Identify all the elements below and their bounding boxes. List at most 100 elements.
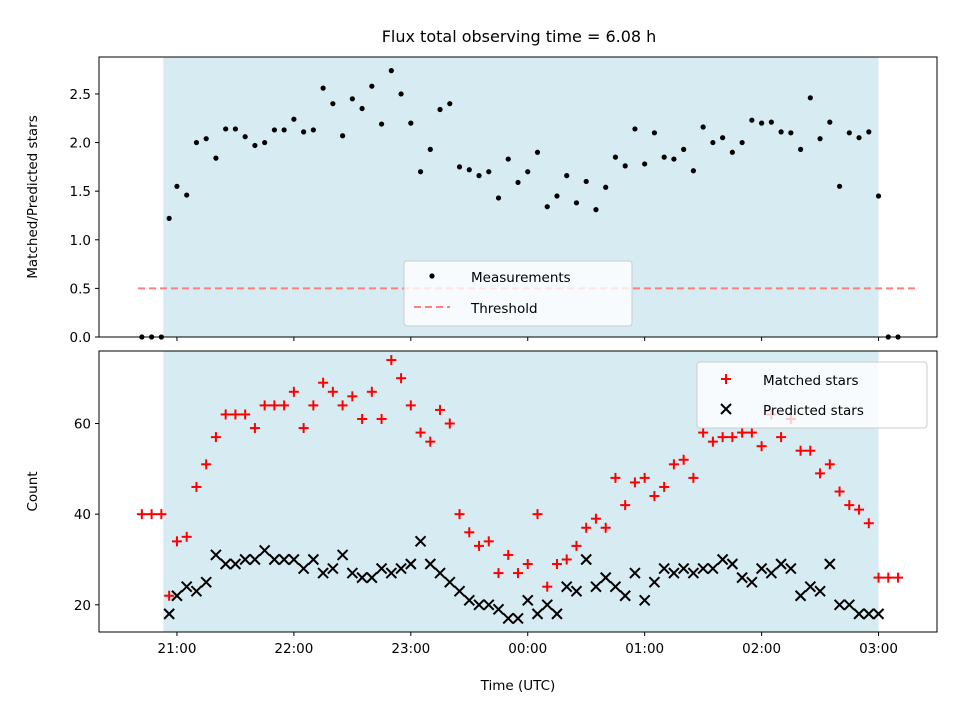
predicted-point xyxy=(453,585,466,597)
y-tick-label: 40 xyxy=(74,507,91,523)
predicted-point-b xyxy=(171,590,183,602)
predicted-point-b xyxy=(609,580,622,593)
predicted-point-b xyxy=(736,571,748,584)
predicted-point-b xyxy=(843,599,856,611)
measurement-point xyxy=(271,127,277,133)
predicted-point xyxy=(163,608,175,620)
y-tick-label: 2.5 xyxy=(70,87,91,103)
matched-point xyxy=(474,540,485,551)
predicted-point xyxy=(619,590,631,602)
predicted-point-b xyxy=(444,576,456,588)
predicted-point xyxy=(336,549,349,561)
matched-point xyxy=(659,481,670,492)
x-tick-label: 00:00 xyxy=(508,641,547,657)
matched-point xyxy=(191,481,202,492)
legend-matched-marker xyxy=(721,374,731,384)
matched-point xyxy=(629,477,640,488)
matched-point xyxy=(815,468,826,479)
predicted-point xyxy=(677,562,690,575)
predicted-point xyxy=(785,562,797,575)
predicted-point-b xyxy=(375,562,388,575)
predicted-point xyxy=(736,571,748,584)
predicted-point-b xyxy=(307,553,320,566)
measurement-point xyxy=(398,91,404,97)
matched-point xyxy=(707,436,718,447)
predicted-point-b xyxy=(785,562,797,575)
matched-point xyxy=(571,540,582,551)
predicted-point xyxy=(668,567,680,579)
predicted-point xyxy=(522,594,534,606)
predicted-point-b xyxy=(163,608,175,620)
matched-point xyxy=(698,427,709,438)
predicted-point-b xyxy=(512,612,524,625)
matched-point xyxy=(201,459,212,470)
measurement-point xyxy=(505,156,511,162)
matched-point xyxy=(318,377,329,388)
matched-point xyxy=(737,427,748,438)
predicted-point-b xyxy=(483,599,495,611)
measurement-point xyxy=(622,163,628,169)
predicted-point-b xyxy=(853,608,865,620)
predicted-point-b xyxy=(824,558,836,570)
predicted-point-b xyxy=(239,553,251,566)
matched-point xyxy=(649,491,660,502)
x-tick-label: 03:00 xyxy=(859,641,898,657)
measurement-point xyxy=(593,207,599,213)
measurement-point xyxy=(310,127,316,133)
predicted-point xyxy=(863,608,875,620)
count-legend-box xyxy=(696,361,928,429)
predicted-point-b xyxy=(336,549,349,561)
predicted-point xyxy=(590,580,602,593)
measurement-point xyxy=(690,168,696,174)
predicted-point-b xyxy=(414,535,427,548)
predicted-point-b xyxy=(668,567,680,579)
matched-point xyxy=(435,404,446,415)
predicted-point-b xyxy=(463,594,475,606)
predicted-point xyxy=(541,599,553,611)
legend-measurements-marker xyxy=(429,273,435,279)
matched-point xyxy=(164,590,175,601)
matched-point xyxy=(746,427,757,438)
predicted-point-b xyxy=(366,571,378,584)
predicted-point xyxy=(307,553,320,566)
predicted-point xyxy=(512,612,524,625)
predicted-point xyxy=(648,576,661,588)
measurement-point xyxy=(642,161,648,167)
predicted-point-b xyxy=(210,549,222,561)
x-axis-label: Time (UTC) xyxy=(480,678,556,694)
predicted-point-b xyxy=(219,558,232,570)
predicted-point-b xyxy=(775,558,787,570)
predicted-point xyxy=(180,580,193,593)
predicted-point xyxy=(434,567,446,579)
measurement-point xyxy=(534,149,541,155)
predicted-point xyxy=(268,553,281,566)
measurement-point xyxy=(759,120,765,126)
predicted-point xyxy=(297,562,310,575)
measurement-point xyxy=(525,169,531,175)
predicted-point xyxy=(609,580,622,593)
matched-point xyxy=(444,418,455,429)
predicted-point-b xyxy=(424,558,437,570)
matched-point xyxy=(688,472,699,483)
y-tick-label: 2.0 xyxy=(70,136,91,152)
measurement-point xyxy=(710,139,716,146)
predicted-point-b xyxy=(638,594,651,606)
predicted-point xyxy=(833,599,846,611)
y-tick-label: 1.0 xyxy=(70,233,91,249)
matched-point xyxy=(220,409,231,420)
matched-point xyxy=(883,572,894,583)
predicted-point xyxy=(278,553,290,566)
matched-point xyxy=(308,400,319,411)
count-axes-frame xyxy=(98,350,938,633)
matched-point xyxy=(863,518,874,529)
predicted-point-b xyxy=(697,562,709,575)
predicted-point-b xyxy=(346,567,359,579)
matched-point xyxy=(357,413,368,424)
measurement-point xyxy=(437,106,443,113)
measurement-point xyxy=(632,126,638,132)
matched-point xyxy=(551,559,562,570)
measurement-point xyxy=(612,154,619,160)
matched-point xyxy=(639,472,650,483)
predicted-point-b xyxy=(658,562,670,575)
